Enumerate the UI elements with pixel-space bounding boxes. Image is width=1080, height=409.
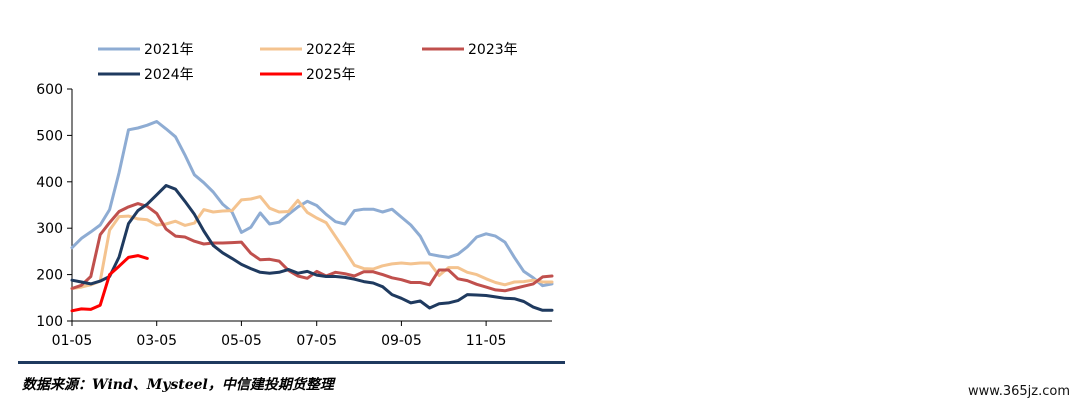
x-tick-label: 03-05 — [136, 333, 177, 349]
legend-label: 2024年 — [144, 67, 194, 83]
x-tick-label: 01-05 — [52, 333, 93, 349]
x-tick-label: 11-05 — [466, 333, 507, 349]
y-tick-label: 300 — [36, 221, 63, 237]
axes: 100 200 300 400 500 600 01-05 03-05 05-05 07-05 09… — [36, 82, 552, 349]
series-line-2025年 — [70, 254, 149, 313]
series-line-2022年 — [70, 195, 554, 290]
legend-label: 2025年 — [306, 67, 356, 83]
y-tick-label: 500 — [36, 128, 63, 144]
legend: 2021年 2022年 2023年 2024年 2025年 — [98, 42, 518, 83]
y-tick-label: 600 — [36, 82, 63, 98]
source-note: 数据来源：Wind、Mysteel，中信建投期货整理 — [22, 377, 334, 393]
y-tick-label: 100 — [36, 314, 63, 330]
y-tick-label: 400 — [36, 175, 63, 191]
y-tick-label: 200 — [36, 268, 63, 284]
x-tick-label: 05-05 — [221, 333, 262, 349]
series-line-2021年 — [70, 120, 554, 288]
series-lines — [70, 120, 554, 313]
legend-label: 2023年 — [468, 42, 518, 58]
x-tick-label: 07-05 — [296, 333, 337, 349]
watermark: www.365jz.com — [968, 384, 1070, 399]
legend-label: 2021年 — [144, 42, 194, 58]
legend-label: 2022年 — [306, 42, 356, 58]
series-line-2024年 — [70, 184, 554, 312]
x-tick-label: 09-05 — [381, 333, 422, 349]
